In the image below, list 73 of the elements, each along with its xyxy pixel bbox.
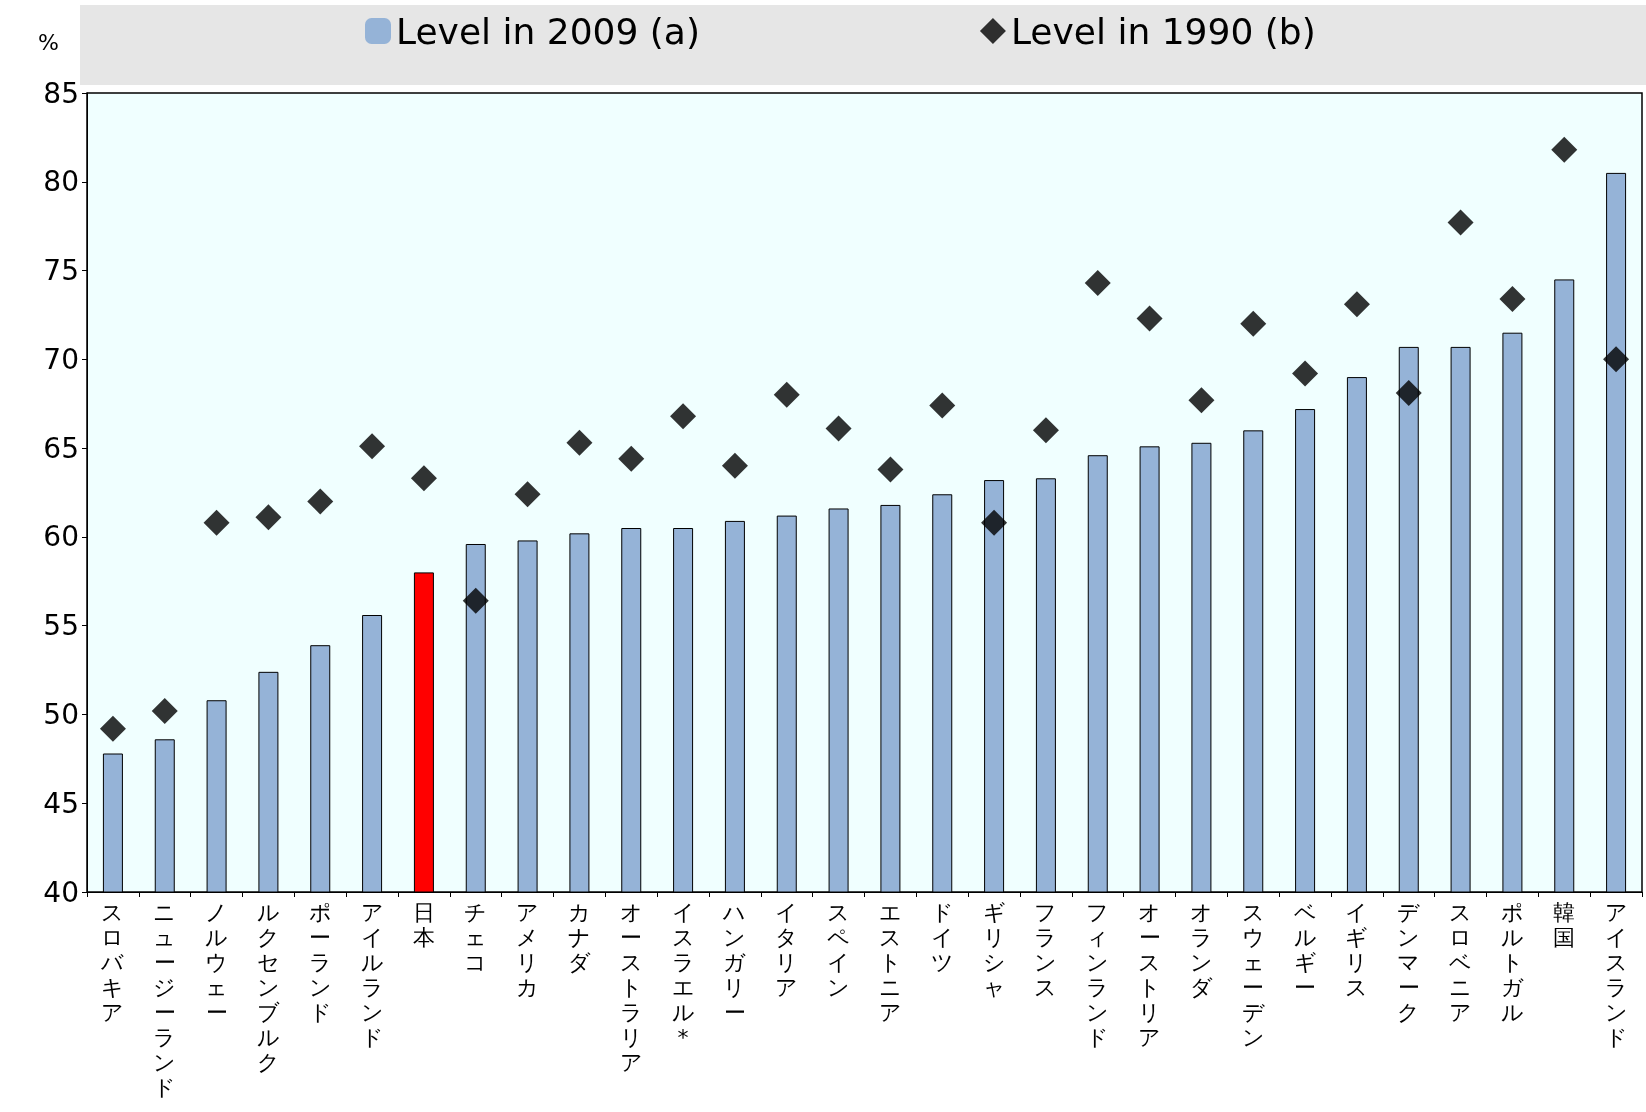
x-tick-label: オーストリア bbox=[1138, 900, 1162, 1050]
x-tick-label: ノルウェー bbox=[205, 900, 229, 1025]
point bbox=[255, 504, 282, 531]
point bbox=[1499, 285, 1526, 312]
point bbox=[307, 488, 334, 515]
x-tick-label: スウェーデン bbox=[1241, 900, 1265, 1050]
point bbox=[877, 456, 904, 483]
point bbox=[566, 429, 593, 456]
point bbox=[1032, 417, 1059, 444]
x-tick-label: アメリカ bbox=[516, 900, 540, 1000]
point bbox=[1447, 209, 1474, 236]
legend-label: Level in 2009 (a) bbox=[396, 10, 700, 52]
point bbox=[1603, 346, 1630, 373]
point bbox=[99, 715, 126, 742]
y-tick-label: 40 bbox=[43, 875, 79, 909]
x-tick-label: ポーランド bbox=[308, 900, 332, 1025]
point bbox=[773, 381, 800, 408]
x-tick-label: ギリシャ bbox=[982, 900, 1006, 1000]
point bbox=[203, 509, 230, 536]
x-tick-label: イタリア bbox=[775, 900, 799, 1000]
x-tick-label: 日本 bbox=[412, 900, 435, 950]
x-tick-label: ルクセンブルク bbox=[256, 900, 280, 1075]
legend-label: Level in 1990 (b) bbox=[1010, 10, 1316, 52]
point bbox=[1395, 380, 1422, 407]
point bbox=[721, 452, 748, 479]
point bbox=[981, 509, 1008, 536]
y-tick-label: 75 bbox=[43, 254, 79, 288]
point bbox=[1188, 387, 1215, 414]
x-tick-label: ベルギー bbox=[1293, 900, 1317, 1000]
x-tick-label: オランダ bbox=[1189, 900, 1213, 1000]
y-tick-label: 65 bbox=[43, 431, 79, 465]
y-axis-title: % bbox=[38, 29, 59, 55]
x-tick-label: カナダ bbox=[567, 900, 591, 975]
y-tick-label: 60 bbox=[43, 520, 79, 554]
point bbox=[825, 415, 852, 442]
point bbox=[1084, 269, 1111, 296]
x-tick-label: エストニア bbox=[878, 900, 902, 1025]
x-tick-label: ハンガリー bbox=[722, 900, 747, 1025]
x-tick-label: ポルトガル bbox=[1500, 900, 1524, 1025]
x-tick-label: フィンランド bbox=[1086, 900, 1110, 1050]
x-tick-label: ドイツ bbox=[930, 900, 954, 975]
x-tick-label: デンマーク bbox=[1397, 900, 1421, 1025]
x-tick-label: ニュージーランド bbox=[153, 900, 177, 1100]
point bbox=[929, 392, 956, 419]
point bbox=[1240, 310, 1267, 337]
point bbox=[1343, 291, 1370, 318]
x-tick-label: スロベニア bbox=[1449, 900, 1473, 1025]
point bbox=[1136, 305, 1163, 332]
point bbox=[359, 433, 386, 460]
x-tick-label: イスラエル* bbox=[671, 900, 695, 1050]
point bbox=[1292, 360, 1319, 387]
x-tick-label: スペイン bbox=[827, 900, 851, 1000]
x-tick-label: スロバキア bbox=[100, 900, 125, 1025]
y-tick-label: 85 bbox=[43, 76, 79, 110]
point bbox=[670, 403, 697, 430]
y-tick-label: 70 bbox=[43, 342, 79, 376]
y-tick-label: 45 bbox=[43, 786, 79, 820]
y-tick-label: 55 bbox=[43, 609, 79, 643]
y-tick-label: 50 bbox=[43, 697, 79, 731]
point bbox=[410, 465, 437, 492]
x-tick-label: イギリス bbox=[1345, 900, 1369, 1000]
point bbox=[1551, 136, 1578, 163]
x-tick-label: オーストラリア bbox=[619, 900, 643, 1075]
x-tick-label: フランス bbox=[1034, 900, 1058, 1000]
point bbox=[514, 481, 541, 508]
point bbox=[618, 445, 645, 472]
x-tick-label: チェコ bbox=[464, 900, 488, 975]
x-tick-label: 韓国 bbox=[1553, 900, 1576, 950]
point bbox=[151, 697, 178, 724]
point bbox=[462, 587, 489, 614]
x-tick-label: アイルランド bbox=[360, 900, 384, 1050]
x-tick-label: アイスランド bbox=[1604, 900, 1628, 1050]
y-tick-label: 80 bbox=[43, 165, 79, 199]
